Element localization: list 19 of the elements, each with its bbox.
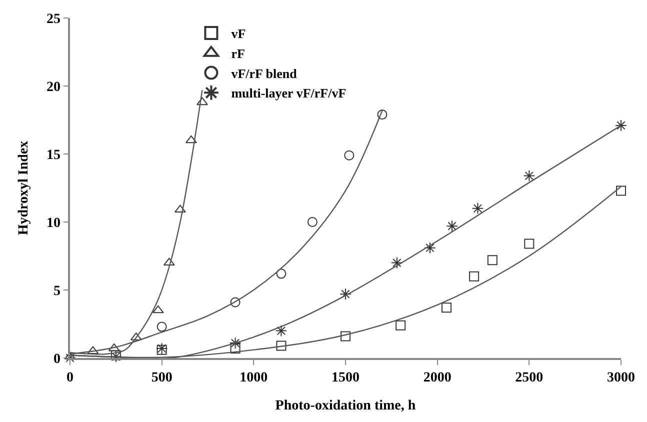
x-axis-title: Photo-oxidation time, h — [275, 398, 416, 414]
y-tick-label: 0 — [53, 352, 60, 367]
legend-label: multi-layer vF/rF/vF — [231, 86, 346, 101]
y-tick-label: 5 — [53, 284, 60, 299]
legend-label: vF/rF blend — [231, 66, 298, 81]
y-tick-label: 20 — [46, 80, 60, 95]
x-tick-label: 500 — [151, 370, 172, 386]
y-tick-label: 25 — [46, 12, 60, 27]
x-tick-label: 2500 — [515, 370, 544, 386]
y-tick-label: 10 — [46, 216, 60, 231]
y-tick-label: 15 — [46, 148, 60, 163]
legend-label: rF — [231, 46, 245, 61]
x-tick-label: 2000 — [423, 370, 452, 386]
x-tick-label: 3000 — [607, 370, 635, 386]
x-tick-label: 0 — [66, 370, 74, 386]
x-tick-label: 1000 — [240, 370, 268, 386]
legend-label: vF — [231, 26, 246, 42]
y-axis-title: Hydroxyl Index — [16, 140, 32, 236]
x-tick-label: 1500 — [332, 370, 360, 386]
